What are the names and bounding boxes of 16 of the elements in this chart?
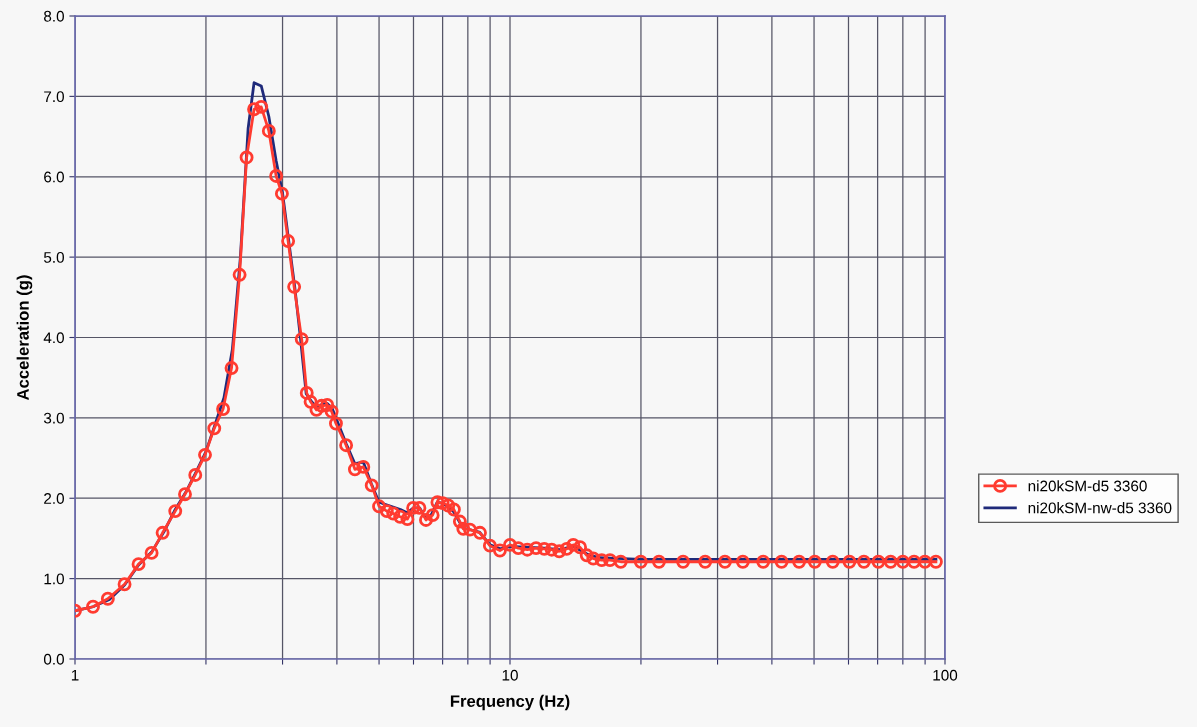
y-tick-label: 6.0 — [44, 171, 64, 183]
y-tick-label: 2.0 — [44, 493, 64, 504]
y-tick-label: 1.0 — [44, 573, 64, 585]
legend-label: ni20kSM-nw-d5 3360 — [1028, 502, 1172, 514]
x-tick-label: 1 — [71, 669, 79, 681]
x-tick-label: 100 — [933, 669, 958, 681]
y-tick-label: 3.0 — [43, 412, 64, 424]
x-axis-title: Frequency (Hz) — [450, 694, 570, 711]
legend-label: ni20kSM-d5 3360 — [1028, 480, 1147, 492]
y-tick-label: 8.0 — [44, 10, 64, 22]
y-tick-label: 5.0 — [43, 251, 64, 263]
y-tick-label: 4.0 — [43, 332, 64, 344]
y-axis-title: Acceleration (g) — [16, 275, 33, 401]
x-tick-label: 10 — [502, 669, 518, 681]
y-tick-label: 0.0 — [43, 653, 64, 665]
y-tick-label: 7.0 — [44, 91, 64, 103]
